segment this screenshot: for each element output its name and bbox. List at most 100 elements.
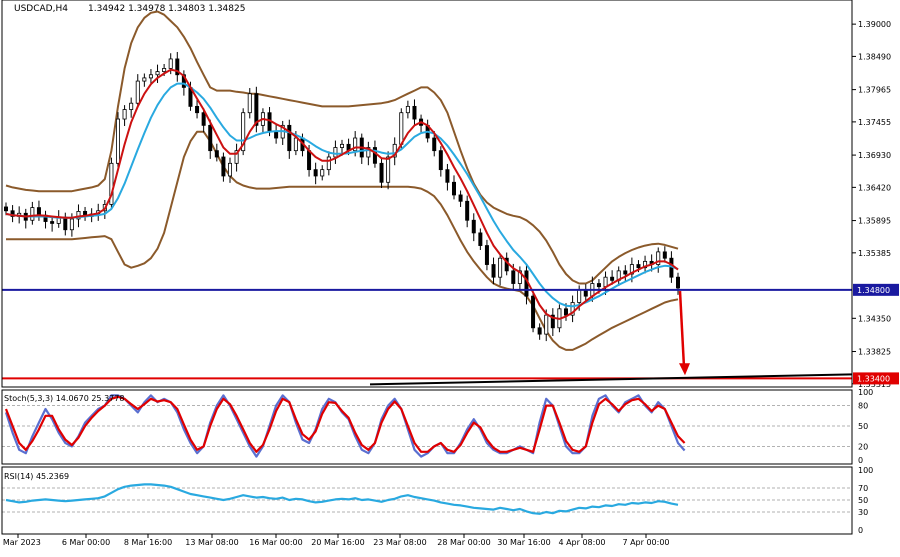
main-panel-frame (1, 0, 853, 388)
candle-body (214, 150, 219, 158)
candle-body (623, 270, 628, 275)
candle-body (405, 105, 410, 114)
candle-body (432, 137, 437, 152)
candle-body (517, 270, 522, 284)
candle-body (570, 302, 575, 316)
candle-body (36, 207, 41, 216)
candle-body (471, 219, 476, 234)
candle-body (596, 283, 601, 288)
x-tick-label: 20 Mar 16:00 (311, 538, 364, 547)
osc-tick-label: 20 (858, 442, 868, 451)
y-tick-label: 1.34350 (858, 314, 891, 323)
forecast-arrow-head (679, 363, 690, 376)
x-tick-label: 7 Apr 00:00 (622, 538, 669, 547)
y-tick-label: 1.35385 (858, 249, 891, 258)
current-price-tag-label: 1.34800 (857, 286, 890, 295)
trendline (369, 373, 853, 386)
candle-body (537, 327, 542, 335)
x-tick-label: 4 Apr 08:00 (558, 538, 605, 547)
target-price-tag-label: 1.33400 (857, 374, 890, 383)
candle-body (438, 150, 443, 171)
rsi-title: RSI(14) 45.2369 (4, 472, 69, 481)
current-price-tag (853, 283, 899, 296)
candle-body (451, 181, 456, 196)
candle-body (274, 131, 279, 139)
candle-body (610, 276, 615, 281)
candle-body (168, 58, 173, 69)
candle-body (116, 118, 121, 164)
y-tick-label: 1.36420 (858, 183, 891, 192)
candle-body (293, 137, 298, 152)
moving-average-fast (5, 68, 679, 320)
candle-body (564, 308, 569, 316)
candle-body (313, 169, 318, 177)
stochastic-panel[interactable] (2, 394, 852, 458)
candle-body (234, 150, 239, 164)
x-tick-label: 23 Mar 08:00 (373, 538, 426, 547)
rsi-panel[interactable] (2, 483, 852, 515)
candle-body (4, 206, 9, 212)
osc-tick-label: 70 (858, 484, 868, 493)
candle-body (148, 74, 153, 79)
x-tick-label: 1 Mar 2023 (0, 538, 41, 547)
candle-body (458, 194, 463, 202)
candle-body (379, 162, 384, 183)
x-tick-label: 8 Mar 16:00 (124, 538, 172, 547)
candle-body (10, 210, 15, 217)
candle-body (63, 216, 68, 231)
x-tick-label: 13 Mar 08:00 (185, 538, 238, 547)
candle-body (50, 221, 55, 224)
main-price-panel[interactable] (2, 10, 853, 386)
osc-tick-label: 0 (858, 456, 863, 465)
candle-body (76, 210, 81, 220)
candle-body (643, 260, 648, 269)
candle-body (372, 147, 377, 164)
candle-body (498, 257, 503, 278)
candle-body (531, 295, 536, 329)
x-tick-label: 6 Mar 00:00 (62, 538, 110, 547)
candle-body (201, 112, 206, 126)
candle-body (162, 68, 167, 72)
candle-body (491, 264, 496, 278)
y-tick-label: 1.35895 (858, 217, 891, 226)
candle-body (208, 124, 213, 152)
candle-body (412, 105, 417, 120)
candle-body (129, 102, 134, 110)
candle-body (366, 147, 371, 158)
candle-body (122, 109, 127, 120)
candle-body (30, 207, 35, 221)
candle-body (662, 251, 667, 259)
y-tick-label: 1.33825 (858, 348, 891, 357)
candle-body (445, 169, 450, 183)
x-tick-label: 28 Mar 00:00 (437, 538, 490, 547)
candle-body (320, 169, 325, 177)
series-rsi (5, 483, 679, 515)
candle-body (478, 232, 483, 246)
candle-body (135, 80, 140, 104)
series-signal (4, 395, 686, 453)
candle-body (69, 218, 74, 231)
candle-body (287, 124, 292, 152)
osc-tick-label: 0 (858, 526, 863, 535)
candle-body (353, 137, 358, 152)
candle-body (267, 112, 272, 133)
candle-body (307, 150, 312, 171)
candle-body (221, 156, 226, 177)
y-tick-label: 1.36930 (858, 151, 891, 160)
candle-body (484, 245, 489, 265)
candle-body (465, 200, 470, 221)
osc-tick-label: 100 (858, 388, 873, 397)
candle-body (195, 105, 200, 114)
y-tick-label: 1.39000 (858, 20, 891, 29)
candle-body (339, 143, 344, 148)
osc-tick-label: 50 (858, 422, 868, 431)
candle-body (577, 289, 582, 303)
target-price-tag (853, 372, 899, 385)
candle-body (656, 251, 661, 265)
bollinger-upper (5, 10, 679, 285)
x-tick-label: 30 Mar 16:00 (497, 538, 550, 547)
stoch-panel-frame (1, 389, 853, 465)
candle-body (241, 112, 246, 152)
